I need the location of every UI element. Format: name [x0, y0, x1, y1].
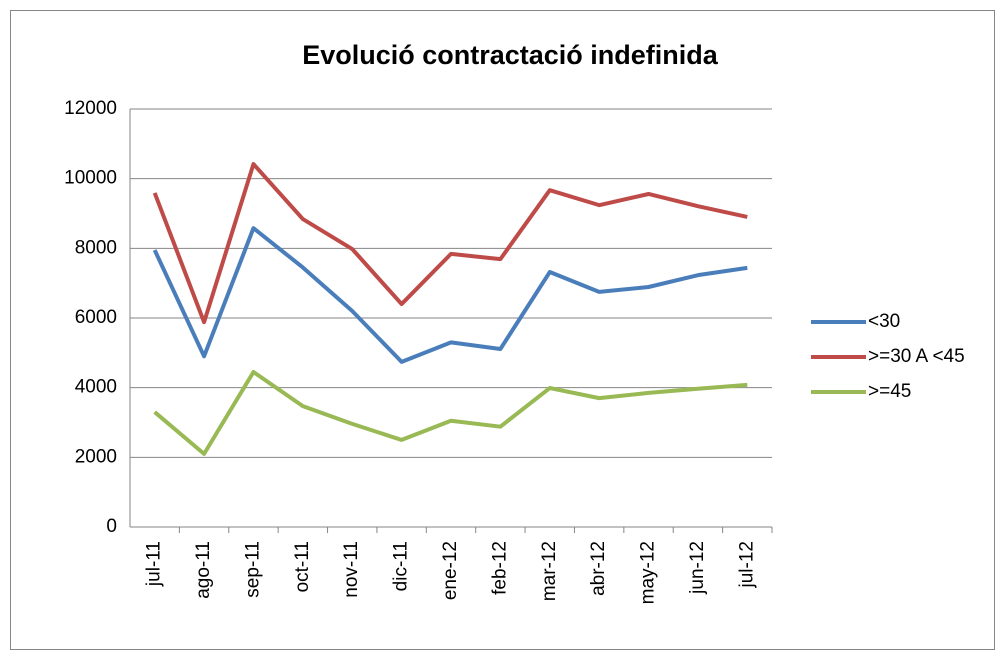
- y-tick-label: 2000: [75, 446, 117, 467]
- legend-label: >=30 A <45: [868, 346, 965, 367]
- y-tick-label: 10000: [64, 168, 117, 189]
- x-tick-label: jul-11: [144, 541, 165, 587]
- y-tick-label: 12000: [64, 98, 117, 119]
- legend-label: <30: [868, 311, 900, 332]
- x-tick-label: jul-12: [736, 541, 757, 588]
- x-tick-label: sep-11: [242, 541, 263, 598]
- x-tick-label: abr-12: [588, 541, 609, 596]
- x-tick-label: mar-12: [539, 541, 560, 601]
- y-tick-label: 6000: [75, 307, 117, 328]
- chart-border: [10, 10, 995, 650]
- y-tick-label: 4000: [75, 377, 117, 398]
- x-tick-label: may-12: [638, 541, 659, 604]
- x-tick-label: oct-11: [292, 541, 313, 592]
- y-tick-label: 0: [106, 516, 117, 537]
- x-tick-label: nov-11: [341, 541, 362, 598]
- x-tick-label: feb-12: [489, 541, 510, 595]
- series-line: [152, 162, 748, 325]
- series-line: [153, 369, 748, 456]
- legend-label: >=45: [868, 381, 911, 402]
- x-tick-label: ene-12: [440, 541, 461, 600]
- chart-title: Evolució contractació indefinida: [302, 40, 719, 70]
- x-tick-label: jun-12: [687, 541, 708, 595]
- x-tick-label: dic-11: [391, 541, 412, 591]
- x-tick-label: ago-11: [193, 541, 214, 599]
- y-tick-label: 8000: [75, 237, 117, 258]
- series-line: [152, 226, 748, 364]
